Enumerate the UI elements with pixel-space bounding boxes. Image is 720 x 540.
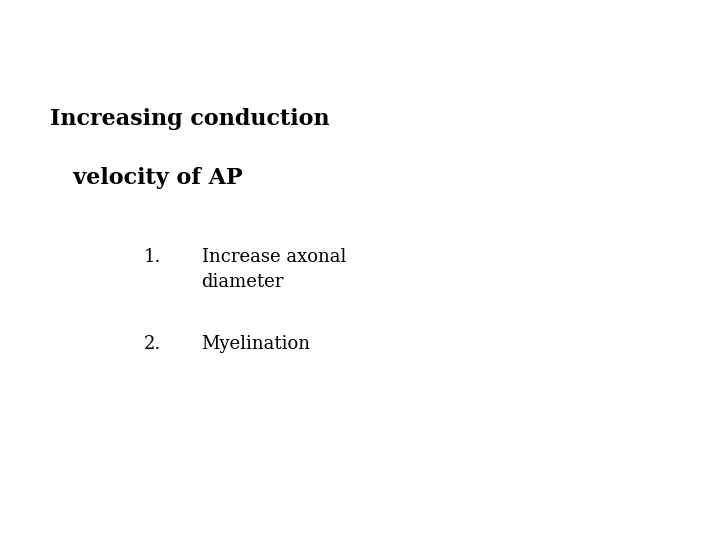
Text: 2.: 2.: [144, 335, 161, 353]
Text: Increasing conduction: Increasing conduction: [50, 107, 330, 130]
Text: 1.: 1.: [144, 248, 161, 266]
Text: Myelination: Myelination: [202, 335, 310, 353]
Text: Increase axonal
diameter: Increase axonal diameter: [202, 248, 346, 292]
Text: velocity of AP: velocity of AP: [50, 167, 243, 189]
